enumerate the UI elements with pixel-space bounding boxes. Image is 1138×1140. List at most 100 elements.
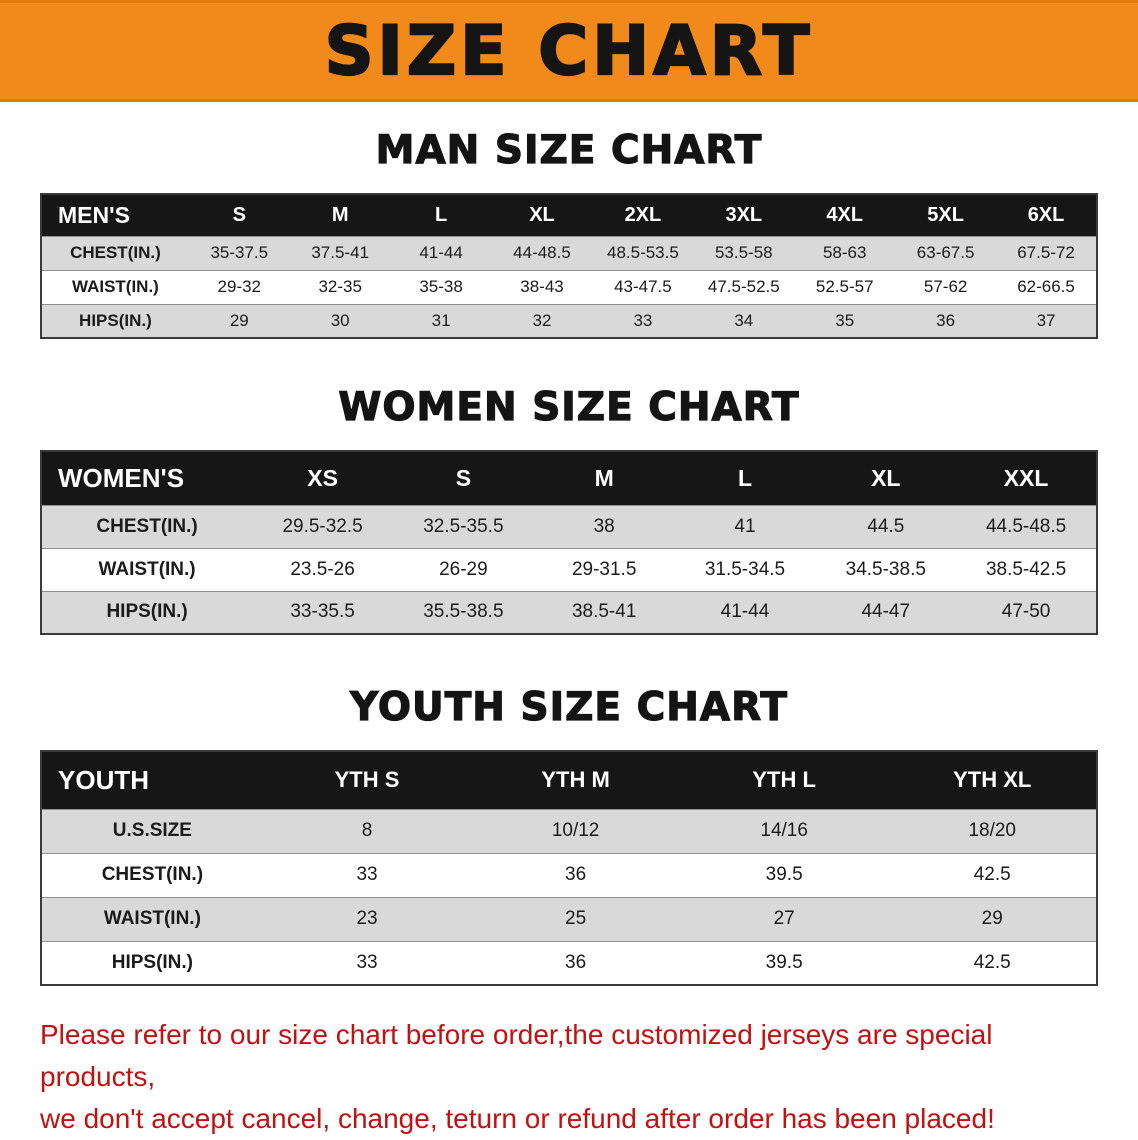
cell-value: 35.5-38.5 [423, 601, 504, 623]
table-row: WAIST(IN.) 23 25 27 29 [41, 897, 1097, 941]
men-section: MAN SIZE CHART MEN'S S M L XL 2XL 3XL 4XL 5XL 6XL… [0, 127, 1138, 339]
cell-value: 31.5-34.5 [704, 558, 786, 580]
column-header: L [737, 464, 752, 491]
column-header: M [594, 464, 614, 491]
cell-value: 38.5-41 [571, 601, 637, 623]
cell-value: 41 [734, 515, 756, 537]
table-row: CHEST(IN.) 33 36 39.5 42.5 [41, 853, 1097, 897]
row-label: CHEST(IN.) [96, 515, 198, 537]
cell-value: 31 [431, 310, 451, 330]
table-header-label: WOMEN'S [58, 462, 185, 493]
cell-value: 67.5-72 [1017, 243, 1075, 262]
cell-value: 29-31.5 [571, 558, 637, 580]
cell-value: 29 [229, 310, 249, 330]
table-row: CHEST(IN.) 35-37.5 37.5-41 41-44 44-48.5 48.5… [41, 236, 1097, 270]
order-notice: Please refer to our size chart before or… [0, 1014, 1138, 1140]
cell-value: 42.5 [973, 864, 1011, 885]
cell-value: 58-63 [822, 243, 867, 262]
table-header-label: MEN'S [58, 201, 130, 228]
women-section: WOMEN SIZE CHART WOMEN'S XS S M L XL XXL CHEST(… [0, 384, 1138, 635]
men-section-heading: MAN SIZE CHART [375, 127, 763, 173]
cell-value: 30 [330, 310, 350, 330]
cell-value: 43-47.5 [614, 277, 672, 296]
column-header: XS [307, 464, 338, 491]
cell-value: 32.5-35.5 [423, 515, 504, 537]
cell-value: 36 [565, 951, 587, 973]
table-row: WAIST(IN.) 23.5-26 26-29 29-31.5 31.5-34.5 34… [41, 548, 1097, 591]
cell-value: 25 [565, 908, 587, 929]
cell-value: 23 [356, 908, 378, 929]
table-header-label: YOUTH [58, 764, 149, 795]
cell-value: 37 [1036, 310, 1056, 330]
table-row: U.S.SIZE 8 10/12 14/16 18/20 [41, 809, 1097, 853]
cell-value: 26-29 [439, 558, 488, 580]
cell-value: 37.5-41 [311, 243, 370, 262]
cell-value: 29.5-32.5 [282, 515, 363, 537]
banner-title: SIZE CHART [323, 10, 814, 91]
row-label: CHEST(IN.) [101, 864, 204, 885]
cell-value: 47-50 [1001, 601, 1051, 623]
cell-value: 32-35 [318, 277, 362, 296]
youth-size-table: YOUTH YTH S YTH M YTH L YTH XL U.S.SIZE 8 10/12… [40, 750, 1098, 986]
cell-value: 27 [773, 908, 795, 929]
size-chart-banner: SIZE CHART [0, 0, 1138, 102]
table-row: WAIST(IN.) 29-32 32-35 35-38 38-43 43-47.5 47.… [41, 270, 1097, 304]
column-header: XL [529, 203, 555, 226]
cell-value: 52.5-57 [815, 277, 874, 296]
cell-value: 35-38 [419, 277, 463, 296]
cell-value: 38 [593, 515, 615, 537]
table-header-row: YOUTH YTH S YTH M YTH L YTH XL [41, 751, 1097, 809]
row-label: CHEST(IN.) [70, 243, 161, 262]
column-header: XXL [1003, 464, 1049, 491]
youth-section-heading: YOUTH SIZE CHART [349, 684, 788, 730]
table-row: HIPS(IN.) 33 36 39.5 42.5 [41, 941, 1097, 985]
cell-value: 41-44 [419, 243, 463, 262]
cell-value: 8 [361, 820, 373, 841]
row-label: U.S.SIZE [112, 820, 192, 841]
cell-value: 14/16 [760, 820, 808, 841]
row-label: HIPS(IN.) [79, 310, 152, 330]
cell-value: 38.5-42.5 [985, 558, 1067, 580]
cell-value: 33 [633, 310, 653, 330]
cell-value: 32 [532, 310, 552, 330]
column-header: 6XL [1027, 203, 1065, 226]
cell-value: 41-44 [720, 601, 770, 623]
column-header: S [232, 203, 246, 226]
column-header: 4XL [826, 203, 864, 226]
cell-value: 29-32 [217, 277, 262, 296]
cell-value: 36 [936, 310, 956, 330]
women-size-table: WOMEN'S XS S M L XL XXL CHEST(IN.) 29.5-32.5 32.5… [40, 450, 1098, 635]
cell-value: 63-67.5 [916, 243, 975, 262]
cell-value: 44-48.5 [513, 243, 571, 262]
cell-value: 34.5-38.5 [845, 558, 926, 580]
cell-value: 33 [356, 864, 378, 885]
cell-value: 18/20 [968, 820, 1016, 841]
cell-value: 23.5-26 [290, 558, 355, 580]
cell-value: 44.5-48.5 [985, 515, 1067, 537]
table-header-row: MEN'S S M L XL 2XL 3XL 4XL 5XL 6XL [41, 194, 1097, 236]
column-header: YTH S [334, 767, 400, 793]
cell-value: 57-62 [923, 277, 968, 296]
column-header: YTH XL [953, 767, 1032, 793]
row-label: WAIST(IN.) [71, 277, 159, 296]
cell-value: 62-66.5 [1017, 277, 1075, 296]
table-row: HIPS(IN.) 29 30 31 32 33 34 35 36 37 [41, 304, 1097, 338]
cell-value: 35-37.5 [210, 243, 269, 262]
cell-value: 42.5 [973, 951, 1011, 973]
row-label: HIPS(IN.) [111, 951, 194, 973]
cell-value: 53.5-58 [714, 243, 773, 262]
column-header: YTH M [541, 767, 610, 793]
cell-value: 48.5-53.5 [606, 243, 679, 262]
cell-value: 44.5 [867, 515, 905, 537]
women-section-heading: WOMEN SIZE CHART [338, 384, 800, 430]
cell-value: 44-47 [861, 601, 911, 623]
cell-value: 47.5-52.5 [707, 277, 780, 296]
cell-value: 36 [565, 864, 587, 885]
table-row: CHEST(IN.) 29.5-32.5 32.5-35.5 38 41 44.5 44.5… [41, 505, 1097, 548]
cell-value: 39.5 [765, 864, 803, 885]
cell-value: 33 [356, 951, 378, 973]
row-label: WAIST(IN.) [103, 908, 201, 929]
table-row: HIPS(IN.) 33-35.5 35.5-38.5 38.5-41 41-44 44-… [41, 591, 1097, 634]
men-size-table: MEN'S S M L XL 2XL 3XL 4XL 5XL 6XL CHEST(IN.) 35-37… [40, 193, 1098, 339]
